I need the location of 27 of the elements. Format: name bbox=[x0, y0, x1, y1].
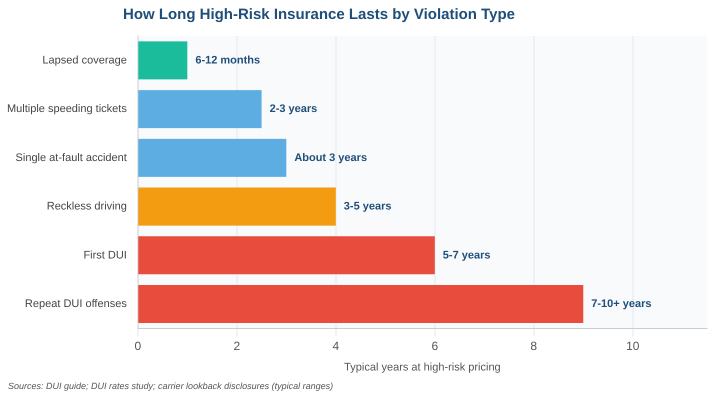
data-label: 3-5 years bbox=[344, 200, 392, 213]
y-tick-label: First DUI bbox=[83, 249, 127, 262]
x-tick-label: 8 bbox=[530, 338, 538, 353]
x-tick-label: 0 bbox=[134, 338, 142, 353]
y-tick-label: Single at-fault accident bbox=[16, 152, 127, 164]
chart-title: How Long High-Risk Insurance Lasts by Violation Type bbox=[123, 6, 515, 23]
x-tick-label: 2 bbox=[233, 338, 240, 353]
source-note: Sources: DUI guide; DUI rates study; carrier lookback disclosures (typical ranges) bbox=[8, 381, 334, 391]
data-label: 5-7 years bbox=[442, 249, 491, 262]
data-label: 2-3 years bbox=[270, 103, 318, 116]
x-axis-title: Typical years at high-risk pricing bbox=[344, 361, 501, 374]
y-tick-label: Reckless driving bbox=[46, 200, 127, 213]
bar bbox=[138, 188, 336, 226]
y-tick-label: Multiple speeding tickets bbox=[6, 103, 128, 116]
y-tick-label: Repeat DUI offenses bbox=[24, 298, 128, 310]
y-tick-label: Lapsed coverage bbox=[42, 54, 127, 66]
bar bbox=[138, 138, 286, 177]
data-label: 6-12 months bbox=[195, 54, 260, 66]
bar bbox=[138, 90, 262, 128]
x-tick-label: 6 bbox=[431, 338, 438, 353]
data-label: 7-10+ years bbox=[591, 298, 652, 310]
bar bbox=[138, 236, 435, 274]
data-label: About 3 years bbox=[294, 152, 368, 164]
x-tick-label: 10 bbox=[626, 338, 640, 353]
bar bbox=[138, 285, 584, 324]
x-tick-label: 4 bbox=[332, 338, 340, 353]
bar bbox=[138, 41, 188, 80]
